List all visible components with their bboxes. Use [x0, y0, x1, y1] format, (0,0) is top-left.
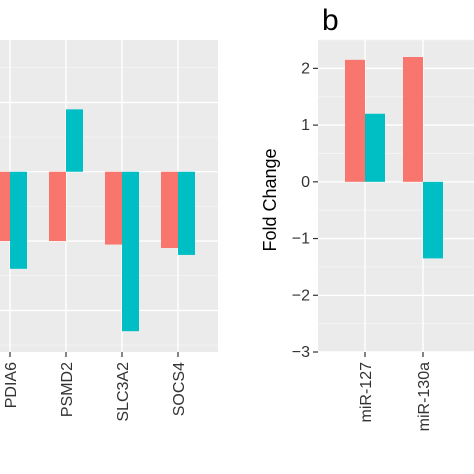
y-tick-label: −3: [292, 344, 310, 361]
y-tick-label: −2: [292, 287, 310, 304]
y-tick-label: 1: [301, 117, 310, 134]
bar-mir-130a-series1: [403, 57, 423, 182]
bar-mir-127-series2: [365, 113, 385, 182]
x-tick-label: miR-130a: [416, 362, 433, 431]
panel-a: PDIA6 PSMD2 SLC3A2 SOCS4: [0, 40, 218, 422]
y-tick-label: −1: [292, 231, 310, 248]
panel-b: b 2 1 0 −1 −2 −3 miR-127 miR-130a Fold Change: [260, 4, 474, 431]
y-tick-label: 0: [301, 174, 310, 191]
panel-b-y-ticks: 2 1 0 −1 −2 −3: [292, 60, 318, 361]
panel-a-x-labels: PDIA6 PSMD2 SLC3A2 SOCS4: [3, 362, 188, 422]
x-tick-label: miR-127: [358, 362, 375, 423]
panel-a-x-ticks: [9, 352, 179, 357]
panel-b-x-labels: miR-127 miR-130a: [358, 362, 433, 431]
bar-psmd2-series2: [66, 109, 83, 172]
panel-b-background: [318, 40, 474, 352]
x-tick-label: SOCS4: [171, 362, 188, 416]
panel-b-bars: [345, 57, 443, 259]
bar-mir-127-series1: [345, 59, 365, 182]
x-tick-label: PSMD2: [59, 362, 76, 417]
panel-b-letter: b: [322, 4, 339, 37]
y-tick-label: 2: [301, 60, 310, 77]
bar-pdia6-series1: [0, 171, 10, 242]
panel-b-y-axis-title: Fold Change: [260, 148, 280, 251]
bar-psmd2-series1: [49, 171, 66, 242]
bar-slc3a2-series2: [122, 171, 139, 332]
bar-slc3a2-series1: [105, 171, 122, 245]
bar-pdia6-series2: [10, 171, 27, 269]
bar-socs4-series1: [161, 171, 178, 248]
panel-b-x-ticks: [364, 352, 424, 357]
bar-socs4-series2: [178, 171, 195, 255]
x-tick-label: SLC3A2: [115, 362, 132, 422]
bar-mir-130a-series2: [423, 181, 443, 259]
panel-a-bars: [0, 109, 195, 332]
x-tick-label: PDIA6: [3, 362, 20, 408]
